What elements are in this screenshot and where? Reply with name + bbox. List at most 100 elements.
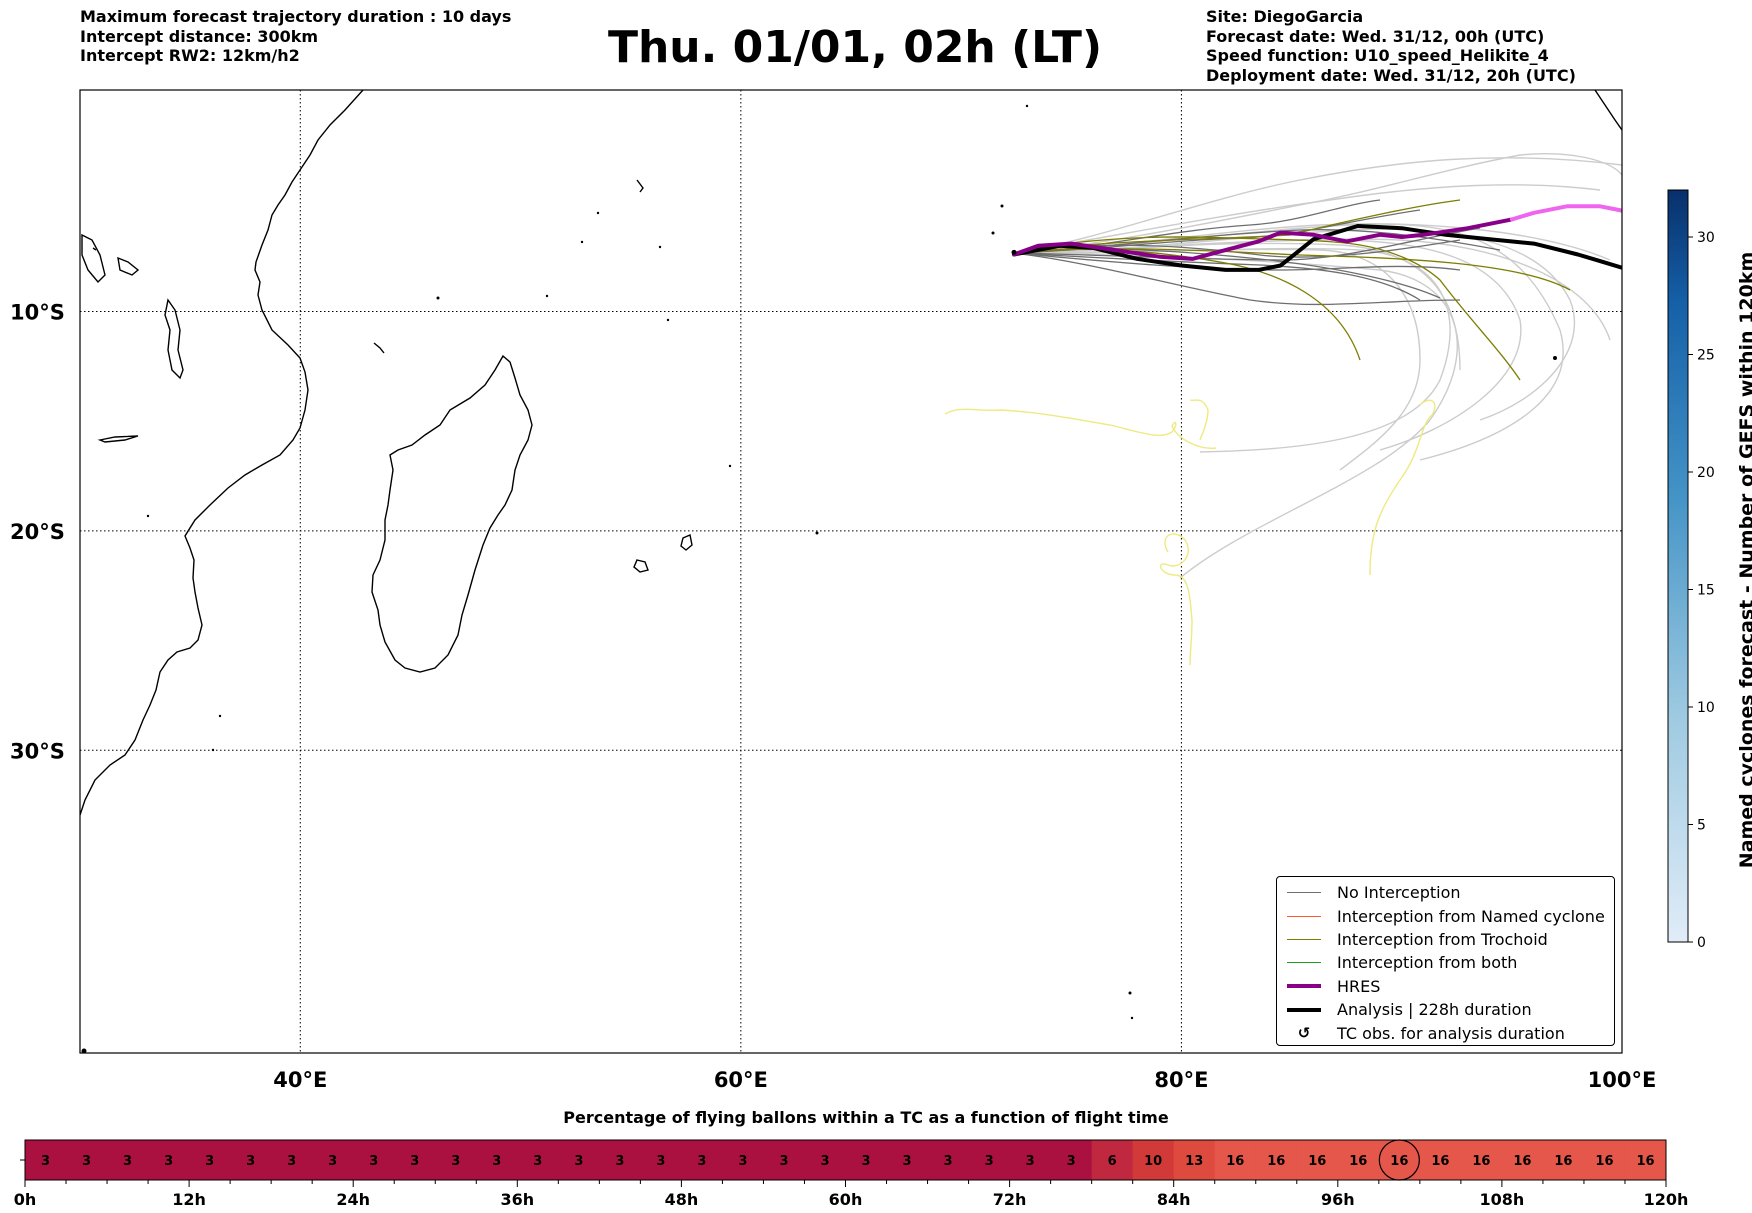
timeline-cell	[1009, 1140, 1052, 1180]
timeline-cell	[640, 1140, 682, 1180]
legend-item-named-cyclone: Interception from Named cyclone	[1285, 904, 1606, 927]
y-tick-label: 20°S	[10, 520, 65, 544]
timeline-cell-value: 3	[779, 1154, 788, 1169]
colorbar-tick-label: 15	[1697, 583, 1715, 599]
timeline-cell-value: 3	[246, 1154, 255, 1169]
small-islands	[81, 104, 1557, 1054]
timeline-cell-value: 3	[861, 1154, 870, 1169]
legend-item-hres: HRES	[1285, 975, 1606, 998]
timeline-cell-value: 6	[1108, 1154, 1117, 1169]
timeline-cell-value: 10	[1144, 1154, 1162, 1169]
colorbar-tick-label: 10	[1697, 700, 1715, 716]
flight-time-strip: 3 3 3 3 3 3 3 3 3 3 3 3 3 3 3 3 3 3 3 3 3 3 3 3 3 3 6 10 13 16 16 16 16 1…	[14, 1139, 1688, 1209]
coastline-island	[636, 179, 644, 193]
legend-line-trochoid	[1287, 938, 1321, 940]
timeline-cell	[1624, 1140, 1667, 1180]
coastline-reunion	[633, 559, 649, 573]
timeline-cell-value: 16	[1267, 1154, 1285, 1169]
header-left-line: Maximum forecast trajectory duration : 1…	[80, 7, 512, 26]
legend-label: Analysis | 228h duration	[1337, 1000, 1532, 1020]
timeline-cell-value: 3	[697, 1154, 706, 1169]
timeline-cell	[886, 1140, 929, 1180]
timeline-cell	[1091, 1140, 1134, 1180]
timeline-cell-value: 3	[944, 1154, 953, 1169]
legend-label: HRES	[1337, 976, 1381, 996]
header-left-line: Intercept distance: 300km	[80, 26, 319, 46]
coastline-island	[97, 435, 139, 443]
legend-item-both: Interception from both	[1285, 951, 1606, 974]
colorbar-ticks: 0 5 10 15 20 25 30	[1688, 230, 1715, 951]
timeline-cell	[1378, 1140, 1421, 1180]
timeline-cell-value: 3	[41, 1154, 50, 1169]
timeline-cell	[681, 1140, 723, 1180]
timeline-cell-value: 3	[738, 1154, 747, 1169]
header-right-line: Site: DiegoGarcia	[1206, 7, 1364, 26]
timeline-cell	[722, 1140, 764, 1180]
timeline-cell	[599, 1140, 641, 1180]
tc-obs-icon: ↺	[1297, 1024, 1311, 1043]
timeline-cell	[435, 1140, 477, 1180]
track-hres	[1012, 217, 1514, 261]
timeline-cell	[476, 1140, 518, 1180]
timeline-cell-value: 3	[492, 1154, 501, 1169]
timeline-cell	[394, 1140, 436, 1180]
legend-line-analysis	[1287, 1007, 1321, 1012]
timeline-cell-value: 16	[1472, 1154, 1490, 1169]
x-tick-label: 80°E	[1154, 1068, 1208, 1092]
header-right-line: Deployment date: Wed. 31/12, 20h (UTC)	[1206, 65, 1576, 85]
y-tick-label: 10°S	[10, 301, 65, 325]
timeline-tick-label: 12h	[172, 1190, 206, 1209]
coastline-island	[164, 298, 184, 380]
x-tick-label: 60°E	[714, 1068, 768, 1092]
timeline-current-marker	[1378, 1139, 1420, 1181]
timeline-cell	[1337, 1140, 1380, 1180]
timeline-cell-value: 3	[533, 1154, 542, 1169]
timeline-cell	[1132, 1140, 1175, 1180]
timeline-cell	[558, 1140, 600, 1180]
x-tick-label: 40°E	[273, 1068, 327, 1092]
timeline-cell-value: 3	[164, 1154, 173, 1169]
ensemble-light-tracks	[1012, 153, 1622, 579]
coastline-mauritius	[680, 534, 693, 551]
timeline-cell-value: 16	[1226, 1154, 1244, 1169]
coastline-madagascar	[371, 354, 533, 673]
timeline-cell-value: 3	[574, 1154, 583, 1169]
colorbar-tick-label: 0	[1697, 935, 1706, 951]
timeline-cell-value: 16	[1554, 1154, 1572, 1169]
timeline-cell	[517, 1140, 559, 1180]
legend-line-hres	[1287, 984, 1321, 989]
timeline-cell-value: 3	[1026, 1154, 1035, 1169]
timeline-cell-value: 16	[1349, 1154, 1367, 1169]
timeline-cell	[353, 1140, 395, 1180]
timeline-cell-value: 16	[1636, 1154, 1654, 1169]
timeline-title: Percentage of flying ballons within a TC…	[563, 1108, 1169, 1127]
timeline-tick-label: 60h	[829, 1190, 863, 1209]
timeline-cell	[312, 1140, 354, 1180]
colorbar-label: Named cyclones forecast - Number of GEFS…	[1736, 251, 1752, 869]
legend-line-both	[1287, 962, 1321, 964]
timeline-cell	[1542, 1140, 1585, 1180]
site-marker	[1011, 249, 1017, 255]
colorbar-tick-label: 30	[1697, 230, 1715, 246]
timeline-cell	[189, 1140, 231, 1180]
timeline-cell	[1583, 1140, 1626, 1180]
coastline-north-islands	[81, 233, 106, 284]
header-right-info: Site: DiegoGarcia Forecast date: Wed. 31…	[1206, 7, 1576, 85]
legend: No Interception Interception from Named …	[1276, 876, 1615, 1046]
colorbar-gradient	[1667, 189, 1689, 943]
timeline-cell-value: 3	[656, 1154, 665, 1169]
timeline-tick-label: 0h	[14, 1190, 37, 1209]
coastline-sumatra	[1594, 90, 1622, 131]
colorbar-tick-label: 25	[1697, 348, 1715, 364]
timeline-tick-label: 72h	[993, 1190, 1027, 1209]
legend-item-analysis: Analysis | 228h duration	[1285, 998, 1606, 1021]
timeline-cell	[148, 1140, 190, 1180]
timeline-cell-value: 3	[287, 1154, 296, 1169]
legend-label: TC obs. for analysis duration	[1337, 1023, 1565, 1043]
timeline-cell-value: 3	[1067, 1154, 1076, 1169]
timeline-cell	[1460, 1140, 1503, 1180]
timeline-cell	[271, 1140, 313, 1180]
timeline-cell	[763, 1140, 805, 1180]
timeline-cell	[25, 1140, 67, 1180]
timeline-cell	[1214, 1140, 1257, 1180]
